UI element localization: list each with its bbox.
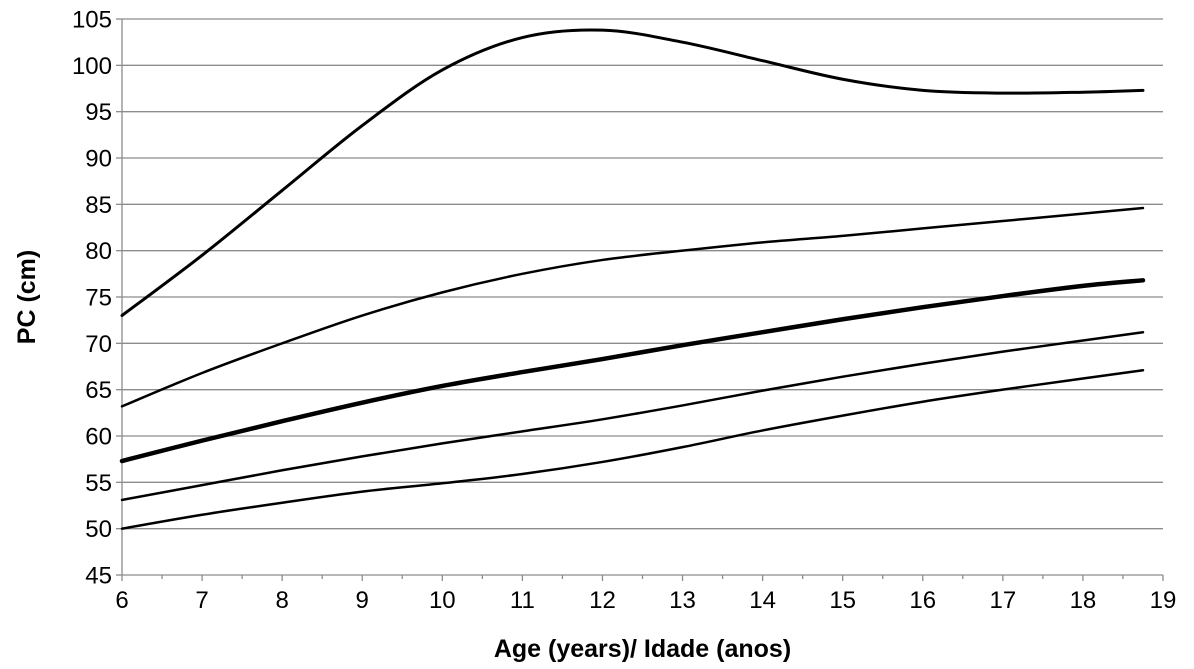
y-tick-label-50: 50 [85,516,112,543]
axes [116,18,1164,581]
gridlines [122,18,1163,530]
series-line-3 [119,278,1146,464]
x-tick-label-17: 17 [989,587,1016,614]
x-tick-label-18: 18 [1070,587,1097,614]
y-tick-label-105: 105 [72,7,112,34]
y-tick-label-65: 65 [85,377,112,404]
x-tick-label-9: 9 [356,587,369,614]
y-tick-label-85: 85 [85,192,112,219]
y-axis-title: PC (cm) [13,250,41,344]
series-line-1 [120,28,1145,318]
y-tick-label-75: 75 [85,285,112,312]
y-tick-label-60: 60 [85,424,112,451]
series-line-4 [120,330,1145,502]
y-tick-label-95: 95 [85,99,112,126]
series-line-5 [120,368,1145,530]
series-lines [119,28,1146,530]
x-tick-label-15: 15 [829,587,856,614]
x-tick-label-14: 14 [749,587,776,614]
x-tick-label-19: 19 [1150,587,1177,614]
x-tick-label-11: 11 [510,587,535,614]
y-tick-label-70: 70 [85,331,112,358]
y-tick-label-80: 80 [85,238,112,265]
y-tick-label-55: 55 [85,470,112,497]
x-tick-label-7: 7 [195,587,208,614]
x-tick-label-12: 12 [589,587,616,614]
x-tick-label-13: 13 [669,587,696,614]
y-tick-label-45: 45 [85,563,112,590]
series-line-2 [120,206,1145,408]
x-axis-title: Age (years)/ Idade (anos) [494,635,791,663]
x-tick-label-10: 10 [429,587,456,614]
y-tick-label-90: 90 [85,146,112,173]
x-tick-label-6: 6 [115,587,128,614]
x-tick-label-16: 16 [909,587,936,614]
x-tick-label-8: 8 [275,587,288,614]
tick-labels: 45 50 55 60 65 70 75 80 85 90 95 100 105 6 7 8 9 10 11 12 13… [72,7,1176,615]
y-tick-label-100: 100 [72,53,112,80]
